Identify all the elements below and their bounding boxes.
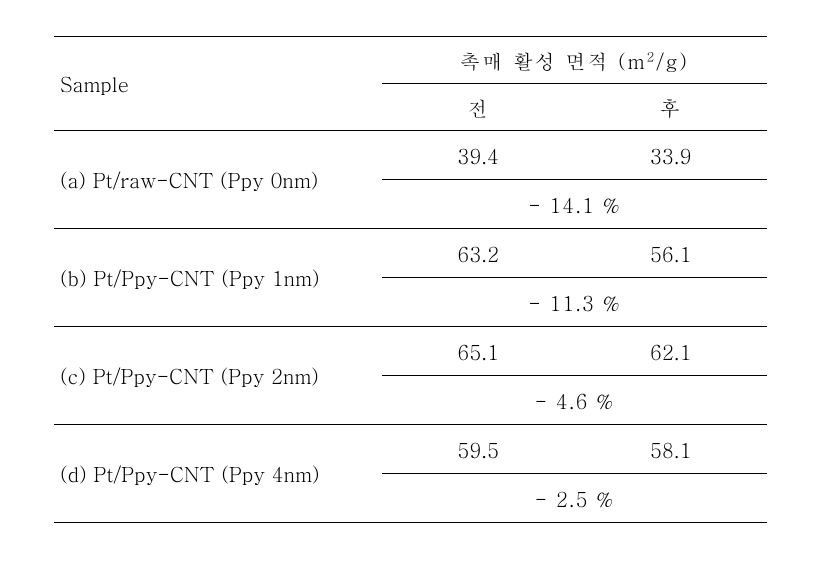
value-after: 56.1 bbox=[574, 229, 767, 278]
value-after: 33.9 bbox=[574, 131, 767, 180]
percent-change: - 4.6 % bbox=[382, 376, 767, 425]
value-before: 59.5 bbox=[382, 425, 575, 474]
value-before: 63.2 bbox=[382, 229, 575, 278]
value-after: 62.1 bbox=[574, 327, 767, 376]
percent-change: - 2.5 % bbox=[382, 474, 767, 523]
header-sample: Sample bbox=[54, 37, 382, 131]
table-row: (d) Pt/Ppy-CNT (Ppy 4nm) 59.5 58.1 bbox=[54, 425, 767, 474]
value-before: 65.1 bbox=[382, 327, 575, 376]
sample-label: (a) Pt/raw-CNT (Ppy 0nm) bbox=[54, 131, 382, 229]
header-metric-prefix: 촉매 활성 면적 (m bbox=[460, 46, 646, 75]
table-row: (a) Pt/raw-CNT (Ppy 0nm) 39.4 33.9 bbox=[54, 131, 767, 180]
header-metric-suffix: /g) bbox=[656, 46, 689, 75]
sample-label: (d) Pt/Ppy-CNT (Ppy 4nm) bbox=[54, 425, 382, 523]
sample-label: (c) Pt/Ppy-CNT (Ppy 2nm) bbox=[54, 327, 382, 425]
table-row: (b) Pt/Ppy-CNT (Ppy 1nm) 63.2 56.1 bbox=[54, 229, 767, 278]
header-after: 후 bbox=[574, 84, 767, 131]
catalyst-activity-table: Sample 촉매 활성 면적 (m2/g) 전 후 (a) Pt/raw-CN… bbox=[54, 36, 767, 523]
header-metric-super: 2 bbox=[646, 46, 656, 65]
percent-change: - 14.1 % bbox=[382, 180, 767, 229]
sample-label: (b) Pt/Ppy-CNT (Ppy 1nm) bbox=[54, 229, 382, 327]
header-before: 전 bbox=[382, 84, 575, 131]
percent-change: - 11.3 % bbox=[382, 278, 767, 327]
value-before: 39.4 bbox=[382, 131, 575, 180]
header-metric: 촉매 활성 면적 (m2/g) bbox=[382, 37, 767, 84]
value-after: 58.1 bbox=[574, 425, 767, 474]
table-row: (c) Pt/Ppy-CNT (Ppy 2nm) 65.1 62.1 bbox=[54, 327, 767, 376]
